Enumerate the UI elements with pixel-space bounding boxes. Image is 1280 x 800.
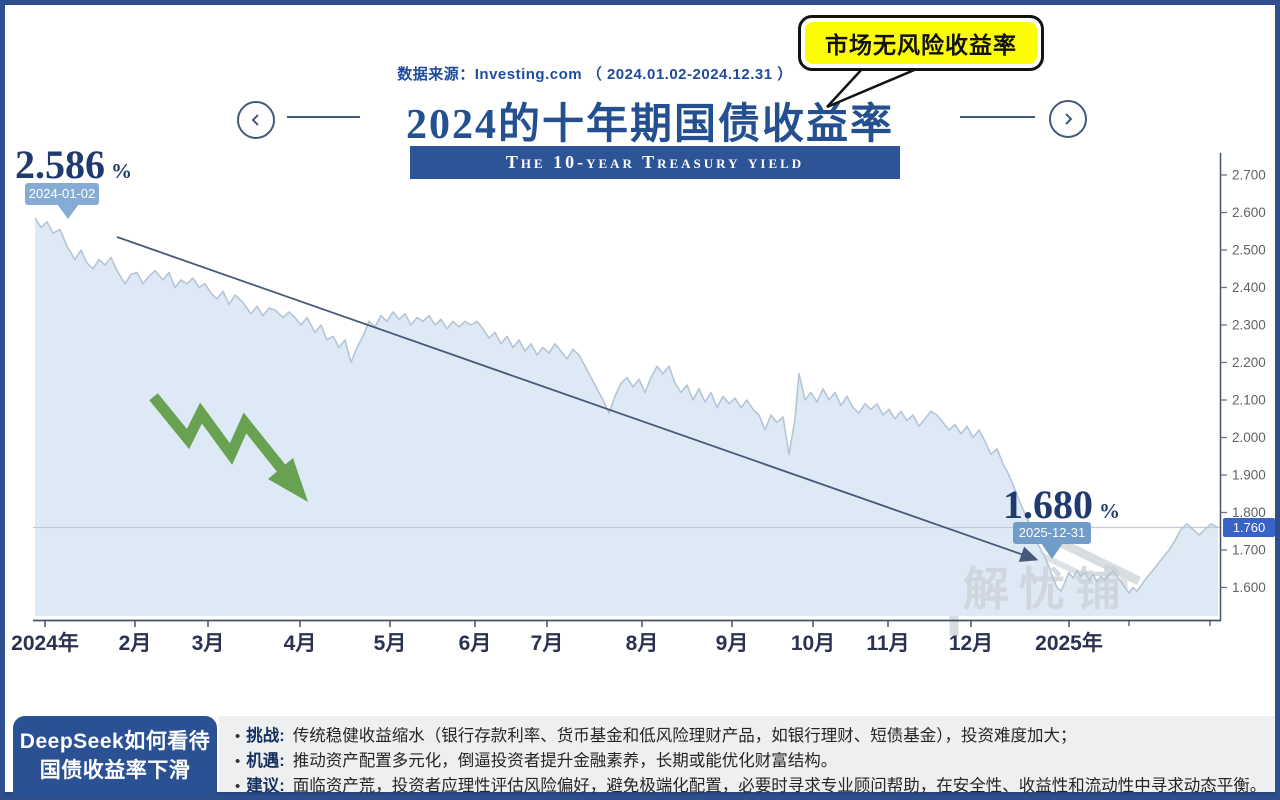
callout-label: 市场无风险收益率 xyxy=(805,22,1037,64)
trend-arrow-line xyxy=(116,236,1039,562)
svg-text:2.200: 2.200 xyxy=(1232,355,1266,370)
svg-text:1.800: 1.800 xyxy=(1232,505,1266,520)
bullet-opportunity-text: 推动资产配置多元化，倒逼投资者提升金融素养，长期或能优化财富结构。 xyxy=(292,752,838,770)
svg-text:2.600: 2.600 xyxy=(1232,205,1266,220)
svg-text:1.600: 1.600 xyxy=(1232,580,1266,595)
prev-arrow-button[interactable] xyxy=(237,101,275,139)
chevron-right-icon xyxy=(1065,113,1073,125)
current-yield-chip: 1.760 xyxy=(1223,518,1275,537)
svg-text:5月: 5月 xyxy=(374,632,407,655)
watermark-text: 解忧铺 xyxy=(963,563,1131,615)
svg-text:7月: 7月 xyxy=(531,632,564,655)
svg-text:1.900: 1.900 xyxy=(1232,468,1266,483)
end-value-number: 1.680 xyxy=(1003,482,1093,527)
risk-free-rate-callout: 市场无风险收益率 xyxy=(798,15,1044,71)
y-axis-ticks: 2.700 2.600 2.500 2.400 2.300 2.200 2.100 2.000… xyxy=(1220,168,1266,595)
start-date-tag: 2024-01-02 xyxy=(25,183,99,205)
svg-text:2.500: 2.500 xyxy=(1232,243,1266,258)
end-value-label: 1.680% xyxy=(1003,481,1120,528)
bullet-advice: • 建议: 面临资产荒，投资者应理性评估风险偏好，避免极端化配置，必要时寻求专业… xyxy=(235,774,1275,795)
title-divider-left xyxy=(287,116,360,118)
page-title: 2024的十年期国债收益率 xyxy=(405,102,894,148)
svg-text:2月: 2月 xyxy=(119,632,152,655)
end-date-tag: 2025-12-31 xyxy=(1013,522,1091,544)
svg-text:2.100: 2.100 xyxy=(1232,393,1266,408)
svg-text:1.700: 1.700 xyxy=(1232,543,1266,558)
yield-line xyxy=(34,217,1219,594)
bullet-opportunity: • 机遇: 推动资产配置多元化，倒逼投资者提升金融素养，长期或能优化财富结构。 xyxy=(235,749,1275,774)
svg-text:9月: 9月 xyxy=(716,632,749,655)
footer-heading-line2: 国债收益率下滑 xyxy=(39,758,191,782)
bullet-icon: • xyxy=(235,778,241,795)
end-tag-pointer xyxy=(1041,543,1063,559)
bullet-advice-label: 建议: xyxy=(246,777,285,795)
bullet-challenge-text: 传统稳健收益缩水（银行存款利率、货币基金和低风险理财产品，如银行理财、短债基金）… xyxy=(292,727,1077,745)
svg-text:2024年: 2024年 xyxy=(11,631,79,655)
bullet-icon: • xyxy=(235,728,241,745)
start-tag-pointer xyxy=(57,204,79,219)
bullet-challenge: • 挑战: 传统稳健收益缩水（银行存款利率、货币基金和低风险理财产品，如银行理财… xyxy=(235,724,1275,749)
chevron-left-icon xyxy=(251,114,259,126)
start-value-number: 2.586 xyxy=(15,142,105,187)
svg-text:2025年: 2025年 xyxy=(1035,631,1103,655)
x-axis-ticks: 2024年 2月 3月 4月 5月 6月 7月 8月 9月 10月 11月 12月 2025年 xyxy=(11,620,1211,655)
bullet-advice-text: 面临资产荒，投资者应理性评估风险偏好，避免极端化配置，必要时寻求专业顾问帮助，在… xyxy=(292,777,1267,795)
svg-text:2.000: 2.000 xyxy=(1232,430,1266,445)
svg-text:3月: 3月 xyxy=(192,632,225,655)
yield-area-fill xyxy=(35,217,1218,617)
svg-text:10月: 10月 xyxy=(791,632,835,655)
start-value-label: 2.586% xyxy=(15,141,132,188)
subtitle-banner: The 10-year Treasury yield xyxy=(410,146,900,179)
footer-analysis-panel: • 挑战: 传统稳健收益缩水（银行存款利率、货币基金和低风险理财产品，如银行理财… xyxy=(219,716,1275,795)
svg-text:4月: 4月 xyxy=(284,632,317,655)
footer-heading-line1: DeepSeek如何看待 xyxy=(19,729,211,753)
title-divider-right xyxy=(960,116,1035,118)
svg-text:12月: 12月 xyxy=(949,632,993,655)
end-value-unit: % xyxy=(1099,499,1120,523)
callout-tail xyxy=(826,67,920,109)
svg-text:2.700: 2.700 xyxy=(1232,168,1266,183)
footer-heading-box: DeepSeek如何看待 国债收益率下滑 xyxy=(13,716,217,795)
treasury-yield-chart: 解忧铺 2.7002.6002.5002.4002.3002.2002.1002… xyxy=(11,153,1266,655)
svg-text:2.400: 2.400 xyxy=(1232,280,1266,295)
next-arrow-button[interactable] xyxy=(1049,100,1087,138)
data-source-line: 数据来源：Investing.com （ 2024.01.02-2024.12.… xyxy=(397,66,793,83)
bullet-opportunity-label: 机遇: xyxy=(246,752,285,770)
bullet-challenge-label: 挑战: xyxy=(246,727,285,745)
svg-text:2.300: 2.300 xyxy=(1232,318,1266,333)
svg-text:8月: 8月 xyxy=(626,632,659,655)
bullet-icon: • xyxy=(235,753,241,770)
start-value-unit: % xyxy=(111,159,132,183)
down-trend-green-arrow-icon xyxy=(149,393,308,502)
footer-border-strip xyxy=(5,792,1275,795)
svg-text:11月: 11月 xyxy=(866,632,909,655)
svg-text:6月: 6月 xyxy=(459,632,492,655)
